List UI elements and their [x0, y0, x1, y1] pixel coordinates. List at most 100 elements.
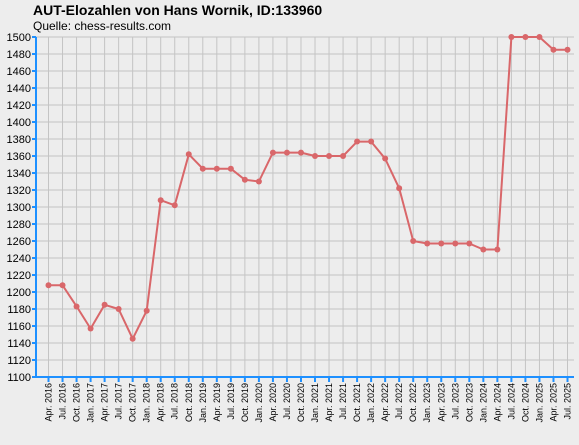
x-tick-label: Jan. 2022: [366, 383, 376, 423]
x-tick-label: Jul. 2022: [394, 383, 404, 420]
data-point: [550, 46, 557, 53]
x-tick-label: Oct. 2023: [464, 383, 474, 422]
data-point: [101, 301, 108, 308]
gridlines: [36, 36, 574, 378]
x-tick-label: Jan. 2024: [478, 383, 488, 423]
y-tick-label: 1100: [7, 372, 31, 384]
chart-subtitle: Quelle: chess-results.com: [33, 19, 172, 33]
data-point: [396, 185, 403, 192]
data-point: [185, 151, 192, 158]
y-tick-label: 1460: [7, 66, 31, 78]
x-tick-label: Jul. 2021: [338, 383, 348, 420]
x-tick-label: Apr. 2022: [380, 383, 390, 422]
x-tick-label: Jan. 2018: [142, 383, 152, 423]
x-tick-label: Apr. 2018: [156, 383, 166, 422]
data-point: [171, 202, 178, 209]
series-layer: [45, 34, 571, 342]
y-tick-label: 1140: [7, 338, 31, 350]
y-tick-label: 1220: [7, 270, 31, 282]
x-tick-label: Apr. 2016: [44, 383, 54, 422]
y-tick-label: 1260: [7, 236, 31, 248]
data-point: [157, 197, 164, 204]
data-point: [283, 149, 290, 156]
x-tick-label: Jan. 2017: [86, 383, 96, 423]
data-point: [438, 240, 445, 247]
x-tick-label: Jul. 2017: [114, 383, 124, 420]
y-tick-label: 1420: [7, 100, 31, 112]
x-tick-label: Jan. 2023: [422, 383, 432, 423]
data-point: [326, 153, 333, 159]
y-tick-label: 1200: [7, 287, 31, 299]
x-tick-label: Jan. 2020: [254, 383, 264, 423]
x-tick-label: Jul. 2019: [226, 383, 236, 420]
x-tick-label: Oct. 2021: [352, 383, 362, 422]
y-tick-label: 1500: [7, 32, 31, 44]
y-tick-label: 1480: [7, 49, 31, 61]
data-point: [410, 238, 417, 244]
x-tick-label: Oct. 2017: [128, 383, 138, 422]
data-point: [45, 282, 52, 289]
data-point: [536, 34, 543, 40]
y-tick-label: 1160: [7, 321, 31, 333]
data-point: [382, 155, 389, 162]
data-point: [269, 149, 276, 156]
x-tick-label: Oct. 2019: [240, 383, 250, 422]
x-tick-labels: Apr. 2016 Jul. 2016 Oct. 2016 Jan. 2017 Apr.…: [44, 383, 573, 423]
x-tick-label: Jan. 2019: [198, 383, 208, 423]
x-tick-label: Jan. 2021: [310, 383, 320, 423]
data-point: [129, 335, 136, 342]
x-tick-label: Oct. 2024: [520, 383, 530, 422]
data-point: [199, 165, 206, 172]
x-tick-label: Apr. 2019: [212, 383, 222, 422]
data-point: [508, 34, 515, 40]
data-point: [522, 34, 529, 40]
y-tick-label: 1440: [7, 83, 31, 95]
y-tick-label: 1340: [7, 168, 31, 180]
data-point: [241, 176, 248, 183]
y-tick-label: 1300: [7, 202, 31, 214]
data-point: [354, 138, 361, 145]
y-tick-label: 1360: [7, 151, 31, 163]
chart-title: AUT-Elozahlen von Hans Wornik, ID:133960: [33, 2, 323, 18]
x-tick-label: Jul. 2020: [282, 383, 292, 420]
y-tick-label: 1320: [7, 185, 31, 197]
data-point: [213, 165, 220, 172]
data-point: [368, 138, 375, 145]
data-point: [59, 282, 66, 289]
y-tick-label: 1180: [7, 304, 31, 316]
data-point: [564, 46, 571, 53]
data-point: [143, 307, 150, 314]
y-tick-label: 1240: [7, 253, 31, 265]
data-point: [115, 306, 122, 312]
x-tick-label: Jul. 2018: [170, 383, 180, 420]
data-point: [494, 246, 501, 253]
x-tick-label: Apr. 2020: [268, 383, 278, 422]
x-tick-label: Jul. 2023: [450, 383, 460, 420]
x-tick-label: Apr. 2025: [548, 383, 558, 422]
data-point: [424, 240, 431, 247]
x-tick-label: Apr. 2024: [492, 383, 502, 422]
data-point: [227, 165, 234, 172]
axes: [32, 36, 574, 382]
data-point: [297, 149, 304, 156]
data-point: [466, 240, 473, 247]
y-tick-label: 1380: [7, 134, 31, 146]
x-tick-label: Apr. 2021: [324, 383, 334, 422]
y-tick-labels: 1100 1120 1140 1160 1180 1200 1220 1240 1260 1280…: [7, 32, 31, 384]
data-point: [340, 153, 347, 159]
data-point: [452, 240, 459, 247]
data-point: [255, 178, 262, 185]
x-tick-label: Oct. 2020: [296, 383, 306, 422]
y-tick-label: 1400: [7, 117, 31, 129]
y-tick-label: 1120: [7, 355, 31, 367]
x-tick-label: Apr. 2017: [100, 383, 110, 422]
x-tick-label: Apr. 2023: [436, 383, 446, 422]
x-tick-label: Oct. 2022: [408, 383, 418, 422]
x-tick-label: Jul. 2016: [58, 383, 68, 420]
data-point: [312, 153, 319, 159]
x-tick-label: Oct. 2016: [72, 383, 82, 422]
y-tick-label: 1280: [7, 219, 31, 231]
data-point: [480, 246, 487, 253]
data-point: [73, 303, 80, 310]
